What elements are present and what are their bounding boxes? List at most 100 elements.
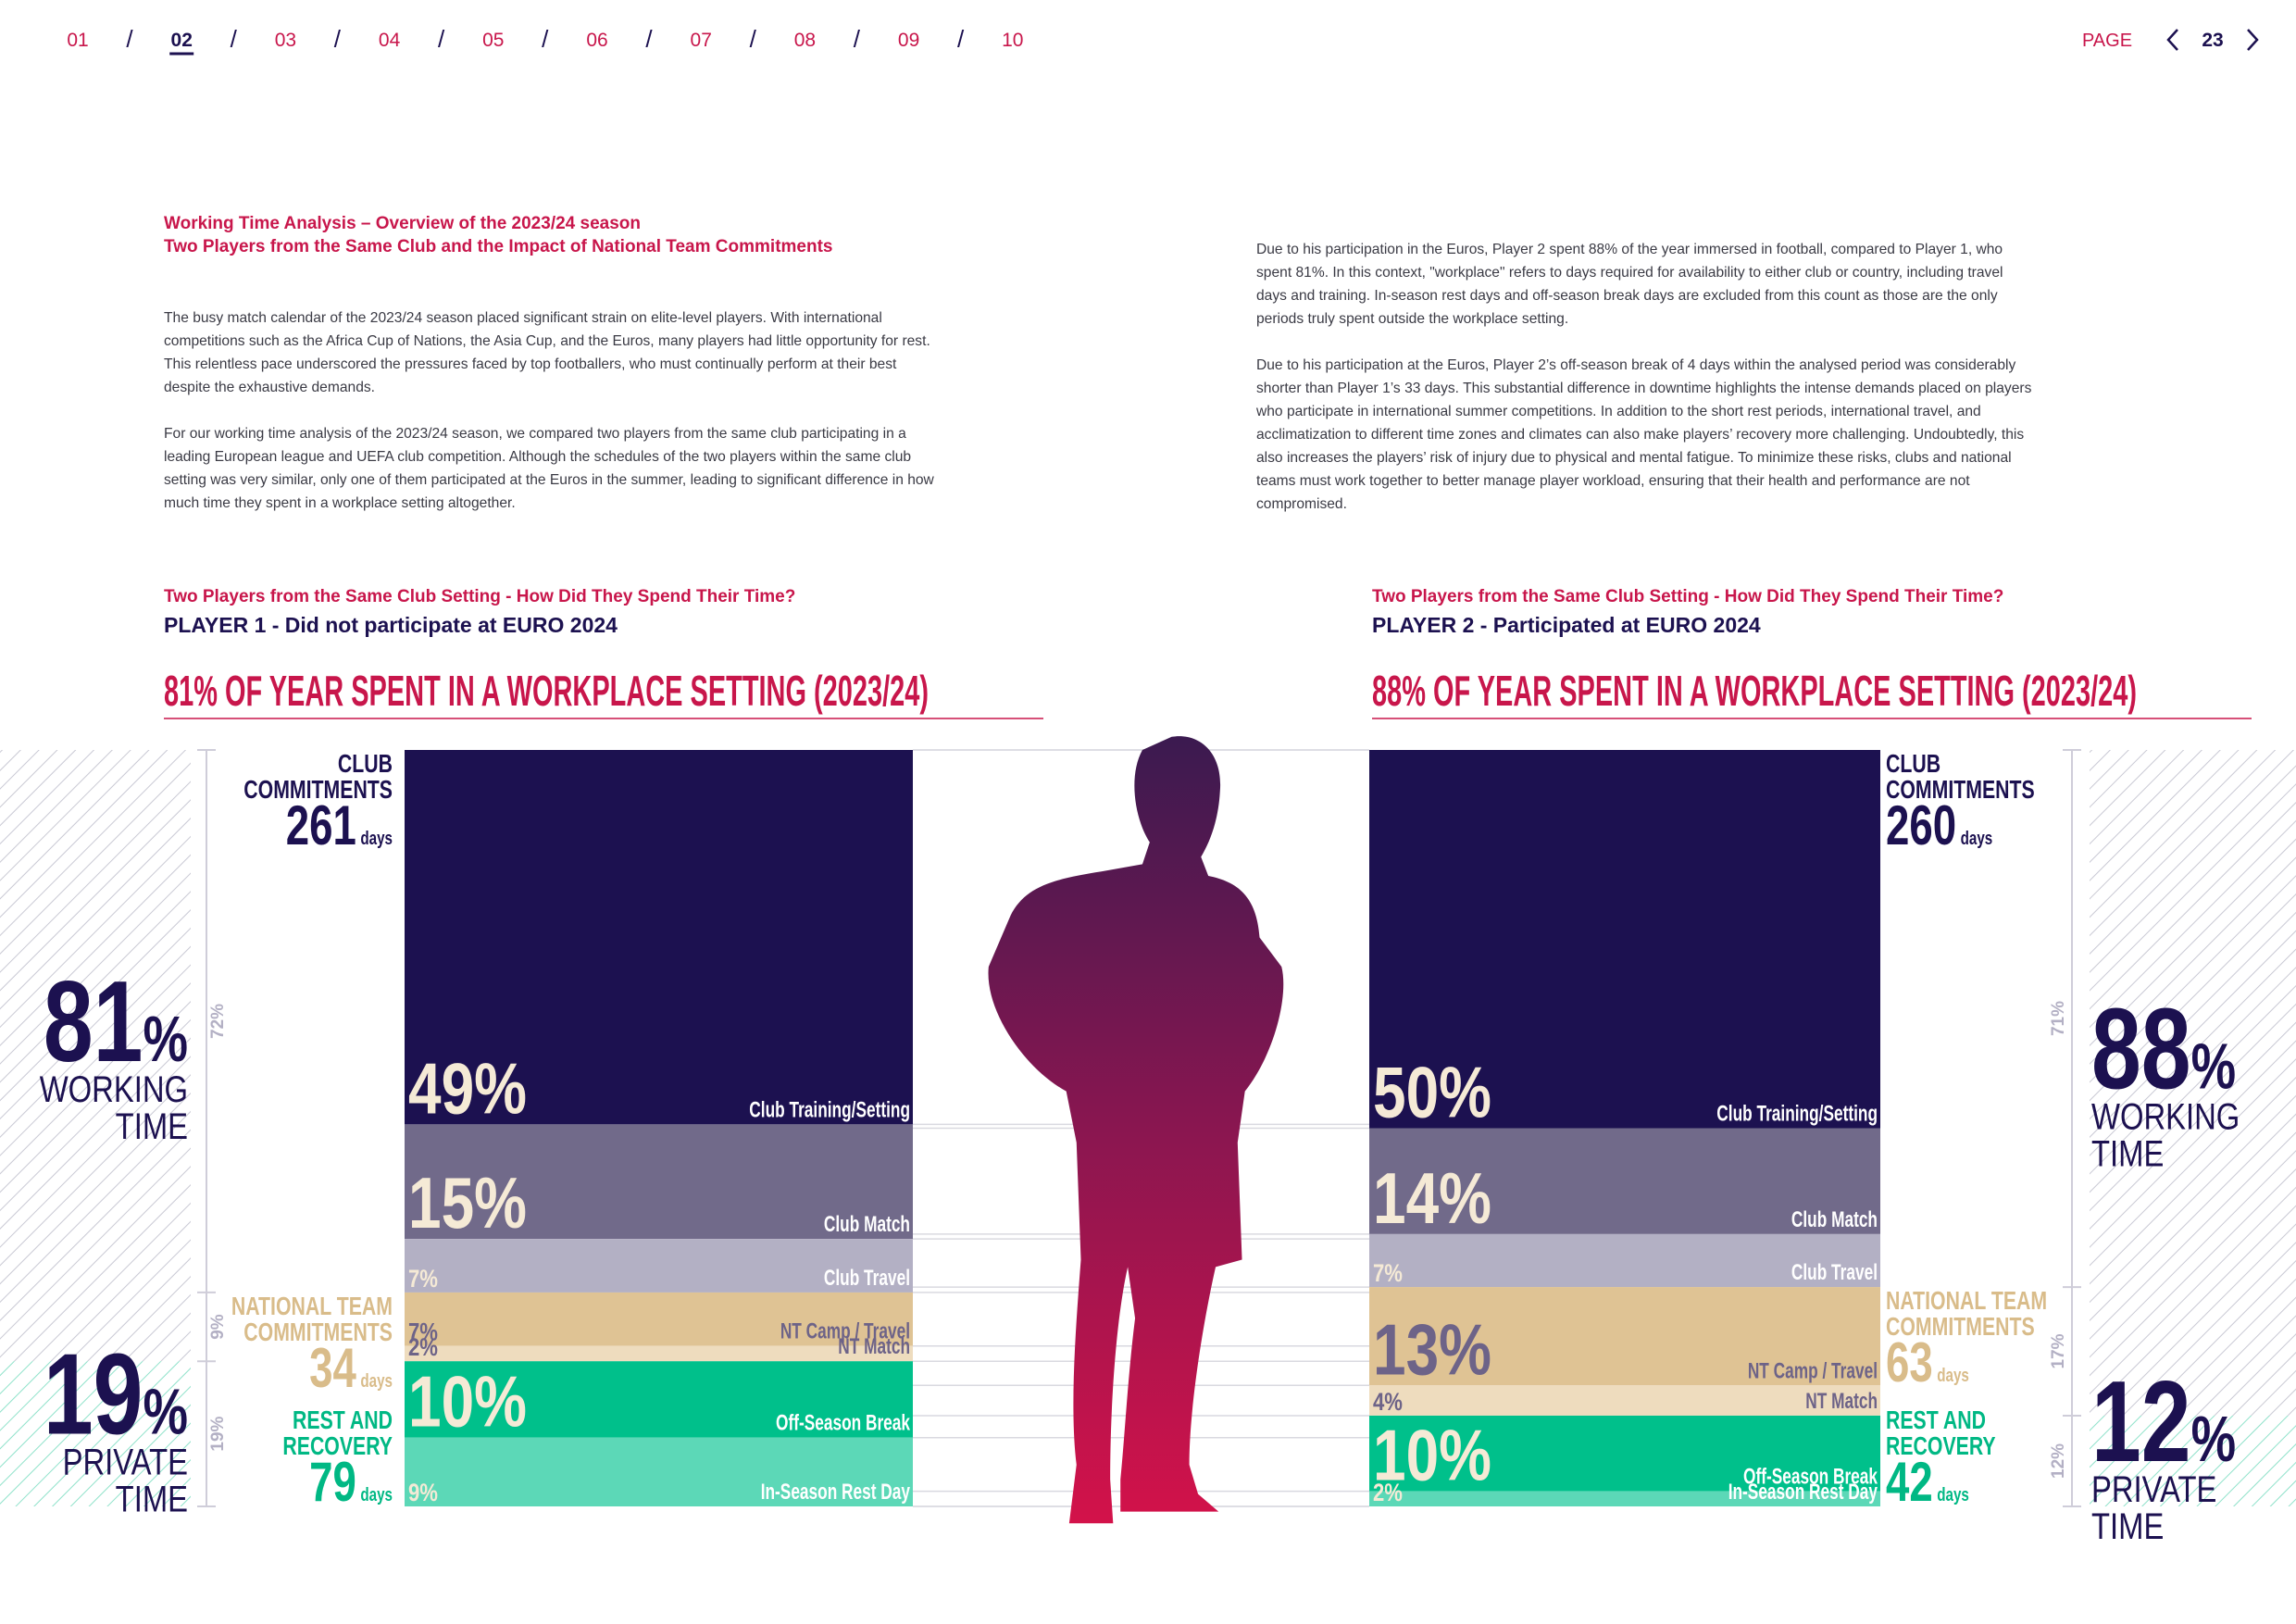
segment-name: Club Training/Setting (1716, 1102, 1878, 1126)
nav-item[interactable]: 09 (898, 30, 919, 51)
text-group: 10% (1373, 1416, 1491, 1496)
group-days: 34 days (309, 1338, 393, 1399)
segment-name: NT Match (1805, 1389, 1878, 1413)
group-name: CLUB (1886, 749, 1940, 779)
group-name: REST AND (1886, 1405, 1986, 1435)
text-group: COMMITMENTS (1886, 775, 2035, 805)
bar-segment (405, 1345, 913, 1362)
days-value: 34 (309, 1338, 356, 1399)
summary-label: TIME (116, 1479, 188, 1520)
text-group: 7% (408, 1266, 438, 1293)
text-group: 261 days (286, 795, 393, 856)
days-value: 42 (1886, 1452, 1933, 1513)
group-days: 261 days (286, 795, 393, 856)
text-group: NT Match (838, 1335, 910, 1359)
segment-name: NT Camp / Travel (1748, 1359, 1878, 1383)
intro-left: The busy match calendar of the 2023/24 s… (164, 306, 942, 538)
text-group: Off-Season Break (776, 1411, 910, 1435)
text-group: 13% (1373, 1309, 1491, 1390)
text-group: COMMITMENTS (1886, 1312, 2035, 1342)
text-group: Off-Season Break (1743, 1465, 1878, 1489)
text-group: NATIONAL TEAM (1886, 1286, 2047, 1316)
summary-unit: % (143, 1004, 188, 1076)
days-unit: days (360, 1370, 393, 1392)
summary-label: WORKING (40, 1068, 188, 1110)
text-group: 88% (2091, 984, 2236, 1113)
group-name: COMMITMENTS (1886, 775, 2035, 805)
bar-segment (405, 750, 913, 1125)
text-group: NT Match (1805, 1389, 1878, 1413)
bar-segment (1369, 1385, 1880, 1416)
nav-item[interactable]: 08 (794, 30, 816, 51)
text-group: 19% (44, 1330, 188, 1458)
text-group: REST AND (293, 1405, 393, 1435)
summary-unit: % (143, 1376, 188, 1448)
paragraph: Due to his participation in the Euros, P… (1256, 242, 2003, 327)
chart-kicker: Two Players from the Same Club Setting -… (1372, 587, 2003, 606)
group-days: 260 days (1886, 795, 1992, 856)
text-group: 79 days (309, 1452, 393, 1513)
text-group: TIME (2091, 1505, 2164, 1547)
nav-separator: / (542, 25, 549, 53)
chart-headline: 88% OF YEAR SPENT IN A WORKPLACE SETTING… (1372, 667, 2137, 715)
days-unit: days (360, 1484, 393, 1505)
nav-separator: / (334, 25, 342, 53)
bar-segment (1369, 1128, 1880, 1234)
nav-item[interactable]: 06 (586, 30, 607, 51)
intro-heading: Working Time Analysis – Overview of the … (164, 212, 832, 258)
text-group: RECOVERY (1886, 1431, 1996, 1461)
summary-number: 19% (44, 1330, 188, 1458)
next-arrow[interactable] (2247, 29, 2259, 51)
text-group: 9% (408, 1480, 438, 1507)
prev-arrow[interactable] (2166, 29, 2178, 51)
text-group: In-Season Rest Day (1728, 1480, 1878, 1504)
segment-percent: 2% (408, 1334, 438, 1362)
nav-item[interactable]: 04 (379, 30, 401, 51)
share-label: 72% (208, 1004, 228, 1039)
days-unit: days (1937, 1484, 1969, 1505)
chart-kicker: Two Players from the Same Club Setting -… (164, 587, 795, 606)
nav-separator: / (438, 25, 445, 53)
text-group: TIME (116, 1106, 188, 1147)
nav-separator: / (645, 25, 653, 53)
days-value: 260 (1886, 795, 1956, 856)
hatch-working (0, 750, 191, 1362)
chart-subtitle: PLAYER 2 - Participated at EURO 2024 (1372, 613, 1761, 637)
intro-right: Due to his participation in the Euros, P… (1256, 238, 2034, 539)
summary-number: 12% (2091, 1356, 2236, 1485)
days-value: 79 (309, 1452, 356, 1513)
segment-name: Club Match (1791, 1207, 1878, 1231)
nav-item[interactable]: 03 (275, 30, 296, 51)
nav-item[interactable]: 07 (691, 30, 712, 51)
summary-number: 81% (44, 956, 188, 1085)
group-days: 63 days (1886, 1332, 1969, 1393)
nav-item[interactable]: 01 (67, 30, 88, 51)
text-group: 2% (408, 1334, 438, 1362)
text-group: NT Camp / Travel (1748, 1359, 1878, 1383)
group-name: NATIONAL TEAM (231, 1292, 393, 1321)
nav-item[interactable]: 02 (171, 30, 193, 51)
segment-name: Club Training/Setting (749, 1098, 910, 1122)
nav-item[interactable]: 05 (482, 30, 504, 51)
segment-percent: 49% (408, 1048, 527, 1129)
group-name: COMMITMENTS (243, 775, 393, 805)
text-group: 4% (1373, 1389, 1403, 1417)
summary-label: PRIVATE (2091, 1468, 2216, 1510)
text-group: 12% (2091, 1356, 2236, 1485)
silhouette (988, 736, 1284, 1524)
nav-item[interactable]: 10 (1002, 30, 1023, 51)
nav-separator: / (231, 25, 238, 53)
segment-percent: 9% (408, 1480, 438, 1507)
group-name: COMMITMENTS (243, 1318, 393, 1347)
nav-separator: / (750, 25, 757, 53)
segment-percent: 2% (1373, 1480, 1403, 1507)
text-group: 15% (408, 1163, 527, 1243)
text-group: 34 days (309, 1338, 393, 1399)
nav-separator: / (854, 25, 861, 53)
days-unit: days (1937, 1365, 1969, 1386)
segment-percent: 7% (408, 1266, 438, 1293)
segment-percent: 50% (1373, 1053, 1491, 1133)
text-group: 50% (1373, 1053, 1491, 1133)
group-days: 79 days (309, 1452, 393, 1513)
text-group: TIME (116, 1479, 188, 1520)
